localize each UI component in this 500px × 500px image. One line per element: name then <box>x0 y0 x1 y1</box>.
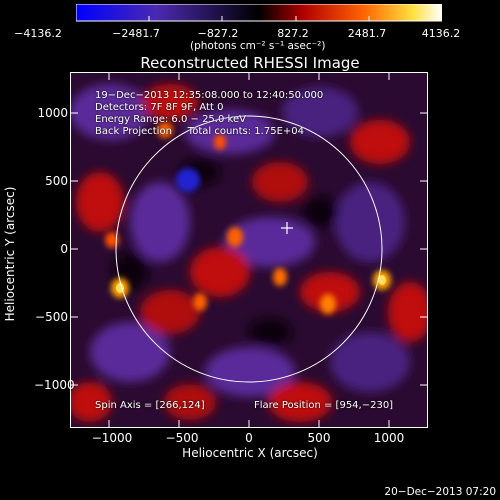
colorbar <box>76 4 442 22</box>
colorbar-tick-2: −2481.7 <box>112 27 160 40</box>
x-tick-2: −500 <box>165 431 199 445</box>
info-spin-axis: Spin Axis = [266,124] <box>95 400 205 411</box>
info-time-range: 19−Dec−2013 12:35:08.000 to 12:40:50.000 <box>95 90 324 101</box>
colorbar-tick-6: 4136.2 <box>421 27 461 40</box>
y-tick-4: −500 <box>35 310 68 324</box>
colorbar-tick-1: −4136.2 <box>14 27 62 40</box>
y-tick-2: 500 <box>45 174 68 188</box>
colorbar-tick-3: −827.2 <box>197 27 239 40</box>
x-tick-1: −1000 <box>91 431 133 445</box>
generation-timestamp: 20−Dec−2013 07:20 <box>384 486 496 498</box>
solar-limb-circle <box>115 115 383 383</box>
y-tick-1: 1000 <box>37 106 68 120</box>
y-axis-label: Heliocentric Y (arcsec) <box>3 186 17 322</box>
info-detectors: Detectors: 7F 8F 9F, Att 0 <box>95 102 224 113</box>
info-flare-position: Flare Position = [954,−230] <box>254 400 394 411</box>
x-tick-3: 0 <box>245 431 253 445</box>
x-tick-5: 1000 <box>373 431 405 445</box>
colorbar-tick-4: 827.2 <box>277 27 309 40</box>
info-energy-range: Energy Range: 6.0 − 25.0 keV <box>95 114 246 125</box>
emission-map <box>70 84 428 422</box>
rhessi-image <box>70 72 428 428</box>
x-axis-label: Heliocentric X (arcsec) <box>182 446 318 460</box>
colorbar-units: (photons cm⁻² s⁻¹ asec⁻²) <box>190 40 326 52</box>
x-tick-4: 500 <box>307 431 331 445</box>
y-tick-5: −1000 <box>34 378 75 392</box>
y-tick-3: 0 <box>60 242 68 256</box>
info-method-counts: Back Projection Total counts: 1.75E+04 <box>95 126 304 137</box>
flare-marker <box>281 222 293 234</box>
colorbar-tick-5: 2481.7 <box>347 27 387 40</box>
image-title: Reconstructed RHESSI Image <box>140 54 360 72</box>
